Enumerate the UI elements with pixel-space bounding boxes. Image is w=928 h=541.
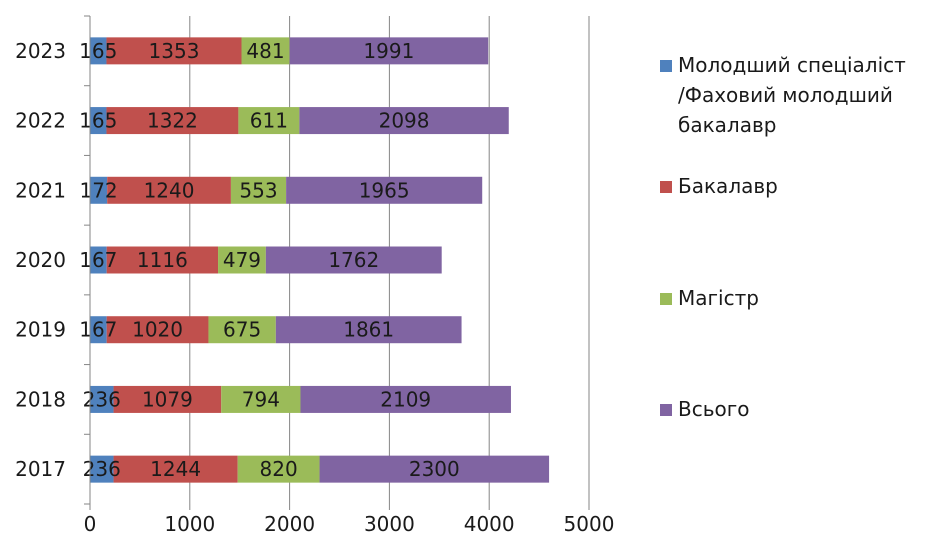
value-label-2023-series-2: 481 [246,39,284,63]
bar-2018-series-1 [113,385,222,413]
value-label-2020-series-3: 1762 [328,248,379,272]
value-label-2017-series-2: 820 [260,457,298,481]
bar-2017-series-2 [237,455,320,483]
value-label-2022-series-3: 2098 [379,109,430,133]
bar-2018-series-3 [300,385,511,413]
bars [90,37,550,483]
bar-2019-series-1 [106,316,209,344]
value-label-2023-series-3: 1991 [363,39,414,63]
x-tick-label-0: 0 [84,512,97,536]
y-tick-label-2021: 2021 [15,178,66,202]
bar-2020-series-1 [106,246,219,274]
bar-2019-series-0 [90,316,107,344]
value-label-2018-series-1: 1079 [142,387,193,411]
bar-2021-series-0 [90,176,108,204]
value-label-2021-series-2: 553 [239,178,277,202]
bar-2023-series-1 [106,37,242,65]
y-tick-label-2020: 2020 [15,248,66,272]
value-label-2019-series-0: 167 [79,318,117,342]
bar-2022-series-3 [299,107,509,135]
bar-2021-series-3 [286,176,483,204]
axes [84,15,590,510]
value-label-2018-series-2: 794 [242,387,280,411]
bar-2019-series-3 [275,316,462,344]
bar-2023-series-0 [90,37,107,65]
y-tick-label-2018: 2018 [15,387,66,411]
value-label-2021-series-3: 1965 [359,178,410,202]
value-label-2022-series-0: 165 [79,109,117,133]
value-label-2017-series-0: 236 [83,457,121,481]
bar-2023-series-3 [289,37,489,65]
y-tick-label-2017: 2017 [15,457,66,481]
bar-2022-series-2 [238,107,300,135]
value-label-2023-series-1: 1353 [149,39,200,63]
x-tick-label-4000: 4000 [464,512,515,536]
x-tick-label-2000: 2000 [264,512,315,536]
legend-swatch-total [660,404,672,416]
value-label-2018-series-0: 236 [83,387,121,411]
bar-2018-series-0 [90,385,114,413]
tick-labels: 0 1000 2000 3000 4000 5000 2017 2018 2019 2020 202… [15,39,614,536]
bar-2022-series-1 [106,107,239,135]
value-label-2022-series-1: 1322 [147,109,198,133]
value-label-2020-series-0: 167 [79,248,117,272]
bar-2020-series-0 [90,246,107,274]
value-label-2022-series-2: 611 [250,109,288,133]
value-labels: 236 1244 820 2300 236 1079 794 2109 167 1020 675 18… [79,39,460,481]
value-label-2021-series-1: 1240 [144,178,195,202]
value-label-2021-series-0: 172 [79,178,117,202]
legend-label-bachelor: Бакалавр [678,174,778,198]
legend-label-junior-specialist: Молодший спеціаліст /Фаховий молодший ба… [678,53,906,137]
bar-2018-series-2 [221,385,301,413]
legend-swatch-bachelor [660,181,672,193]
value-label-2020-series-1: 1116 [137,248,188,272]
x-tick-label-5000: 5000 [564,512,615,536]
x-tick-label-1000: 1000 [164,512,215,536]
y-tick-label-2023: 2023 [15,39,66,63]
value-label-2020-series-2: 479 [223,248,261,272]
bar-2019-series-2 [208,316,276,344]
bar-2020-series-2 [218,246,266,274]
y-tick-label-2022: 2022 [15,109,66,133]
bar-2023-series-2 [241,37,290,65]
bar-2021-series-2 [230,176,287,204]
bar-2021-series-1 [107,176,231,204]
y-tick-label-2019: 2019 [15,318,66,342]
value-label-2023-series-0: 165 [79,39,117,63]
x-tick-label-3000: 3000 [364,512,415,536]
bar-2017-series-1 [113,455,238,483]
bar-2022-series-0 [90,107,107,135]
bar-2020-series-3 [265,246,442,274]
value-label-2017-series-3: 2300 [409,457,460,481]
legend-swatch-junior-specialist [660,60,672,72]
value-label-2019-series-1: 1020 [132,318,183,342]
value-label-2019-series-2: 675 [223,318,261,342]
value-label-2019-series-3: 1861 [343,318,394,342]
legend-swatch-master [660,293,672,305]
legend-label-total: Всього [678,397,750,421]
bar-2017-series-3 [319,455,550,483]
value-label-2017-series-1: 1244 [150,457,201,481]
value-label-2018-series-3: 2109 [380,387,431,411]
legend-label-master: Магістр [678,286,759,310]
bar-2017-series-0 [90,455,114,483]
